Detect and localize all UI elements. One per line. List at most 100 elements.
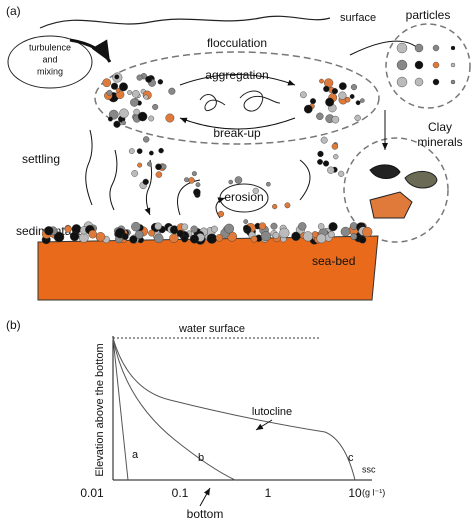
particle [157,79,164,85]
particle [316,233,327,244]
particle [110,82,119,90]
curve-label: b [198,452,204,464]
arrow [179,117,296,130]
particle [136,74,143,81]
particle [303,104,313,114]
particle [191,171,197,177]
particle [340,226,351,237]
particle [362,226,373,238]
particle [344,96,351,103]
breakup-label: break-up [213,126,261,140]
particle [148,150,154,156]
arrow [179,74,296,86]
particle [323,160,330,167]
particle [143,94,149,100]
particle [354,114,361,122]
particle [243,219,249,224]
particle [137,111,148,122]
particle [338,91,347,100]
x-tick-label: 10 [348,486,362,500]
arrow [349,40,421,150]
particle [193,188,201,196]
particle [355,100,361,106]
arrow [199,487,211,507]
particle [317,223,325,230]
curve [112,337,129,481]
particle [298,222,307,231]
particle [181,235,189,243]
particle [270,222,278,230]
particles-group [41,42,456,245]
settling-label: settling [22,152,60,166]
particle [272,203,278,210]
particle [349,222,358,230]
particle [165,113,175,123]
particle [44,226,54,236]
particle [243,224,250,232]
particle [69,231,80,242]
turbulence-label: and [42,54,57,64]
x-tick-label: 1 [265,486,272,500]
particle [134,230,144,239]
particle [147,161,152,167]
clay-label: Clay [428,120,452,134]
particle [320,136,328,144]
turbulence-label: mixing [37,66,63,76]
curve-label: c [348,452,354,464]
particles-label: particles [406,8,451,22]
particle [106,89,113,96]
particle [338,170,345,177]
particle [260,231,271,242]
particle [414,43,424,53]
particle [155,163,162,171]
particle [133,108,140,116]
x-tick-label: 0.01 [80,486,104,500]
particle [113,120,121,128]
panel-a: (a) surface turbulence and mixing floccu… [6,4,471,301]
y-axis-label: Elevation above the bottom [94,343,106,476]
particle [145,75,153,83]
particle [195,182,201,188]
particle [358,236,367,244]
particle [211,225,218,233]
particle [432,44,440,52]
particle [119,108,129,119]
particle [350,84,358,91]
x-axis-label: ssc [362,464,376,474]
particle [129,235,138,244]
particle [154,222,162,230]
particle [130,98,139,107]
particle [317,150,324,158]
particle [338,82,347,91]
particle [181,223,189,231]
particle [252,187,259,195]
particle [414,60,424,70]
water-surface-label: water surface [178,323,245,335]
particle [176,229,185,238]
particle [154,233,164,244]
floc-zone [94,51,380,145]
particle [155,171,163,178]
particle [250,235,258,243]
particle [102,78,112,88]
particle [291,231,301,241]
particle [115,87,121,93]
particle [396,42,408,54]
particle [127,90,133,95]
particle [325,97,335,107]
panel-b: (b) water surface Elevation above the bo… [6,318,385,521]
particle [310,98,316,105]
curve-label: a [132,449,139,461]
aggregation-label: aggregation [205,68,268,82]
particle [142,178,149,185]
particle [114,74,120,80]
particle [328,222,338,232]
particle [331,88,338,95]
surface-line [39,15,331,29]
particle [148,115,155,122]
particle [88,229,97,239]
arrow [85,129,152,215]
flocculation-label: flocculation [207,36,267,50]
particle [228,179,233,185]
